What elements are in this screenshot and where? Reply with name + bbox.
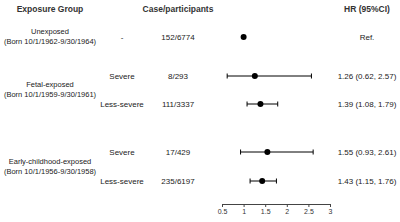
ci-cap bbox=[227, 74, 228, 79]
tick: 1 bbox=[242, 204, 246, 215]
ci-cap bbox=[240, 150, 241, 155]
hr-label: 1.55 (0.93, 2.61) bbox=[338, 148, 397, 157]
cases-label: 152/6774 bbox=[161, 33, 195, 42]
column-header: HR (95%CI) bbox=[344, 4, 390, 14]
x-axis: 0.5 1 1.5 2 2.5 3 bbox=[218, 204, 333, 215]
hr-label: 1.43 (1.15, 1.76) bbox=[338, 177, 397, 186]
ci-cap bbox=[247, 102, 248, 107]
tick-mark bbox=[265, 204, 266, 207]
hr-point bbox=[257, 101, 263, 107]
axis-line bbox=[223, 205, 331, 208]
tick-label: 2 bbox=[285, 208, 289, 215]
cases-label: 8/293 bbox=[168, 72, 189, 81]
tick-label: 1 bbox=[242, 208, 246, 215]
ci-cap bbox=[276, 179, 277, 184]
hr-point bbox=[259, 178, 265, 184]
tick-label: 0.5 bbox=[218, 208, 228, 215]
hr-label: Ref. bbox=[360, 33, 375, 42]
column-header: Exposure Group bbox=[17, 4, 84, 14]
ci-line bbox=[227, 76, 311, 77]
group-period: (Born 10/1/1959-9/30/1961) bbox=[4, 90, 97, 99]
tick-label: 2.5 bbox=[304, 208, 314, 215]
tick-label: 1.5 bbox=[261, 208, 271, 215]
cases-label: 111/3337 bbox=[162, 100, 195, 109]
tick: 0.5 bbox=[218, 204, 228, 215]
hr-point bbox=[264, 149, 270, 155]
subgroup-label: Severe bbox=[109, 148, 135, 157]
group-name: Fetal-exposed bbox=[26, 80, 74, 89]
tick-mark bbox=[244, 204, 245, 207]
tick: 1.5 bbox=[261, 204, 271, 215]
column-header: Case/participants bbox=[143, 4, 214, 14]
tick: 3 bbox=[329, 204, 333, 215]
tick-mark bbox=[222, 204, 223, 207]
tick: 2 bbox=[285, 204, 289, 215]
subgroup-label: - bbox=[121, 33, 124, 42]
plot-marks bbox=[227, 34, 313, 184]
group-name: Unexposed bbox=[31, 27, 69, 36]
tick-mark bbox=[308, 204, 309, 207]
group-period: (Born 10/1/1962-9/30/1964) bbox=[4, 37, 97, 46]
ci-cap bbox=[313, 150, 314, 155]
cases-label: 17/429 bbox=[166, 148, 191, 157]
group-name: Early-childhood-exposed bbox=[9, 157, 92, 166]
ci-cap bbox=[311, 74, 312, 79]
ci-cap bbox=[250, 179, 251, 184]
hr-point bbox=[252, 73, 258, 79]
subgroup-label: Severe bbox=[109, 72, 135, 81]
tick: 2.5 bbox=[304, 204, 314, 215]
tick-mark bbox=[330, 204, 331, 207]
subgroup-label: Less-severe bbox=[100, 100, 144, 109]
subgroup-label: Less-severe bbox=[100, 177, 144, 186]
hr-point bbox=[241, 34, 247, 40]
tick-mark bbox=[287, 204, 288, 207]
tick-label: 3 bbox=[329, 208, 333, 215]
hr-label: 1.39 (1.08, 1.79) bbox=[338, 100, 397, 109]
ci-cap bbox=[277, 102, 278, 107]
ci-line bbox=[241, 152, 314, 153]
group-period: (Born 10/1/1956-9/30/1958) bbox=[4, 167, 97, 176]
cases-label: 235/6197 bbox=[161, 177, 195, 186]
hr-label: 1.26 (0.62, 2.57) bbox=[338, 72, 397, 81]
